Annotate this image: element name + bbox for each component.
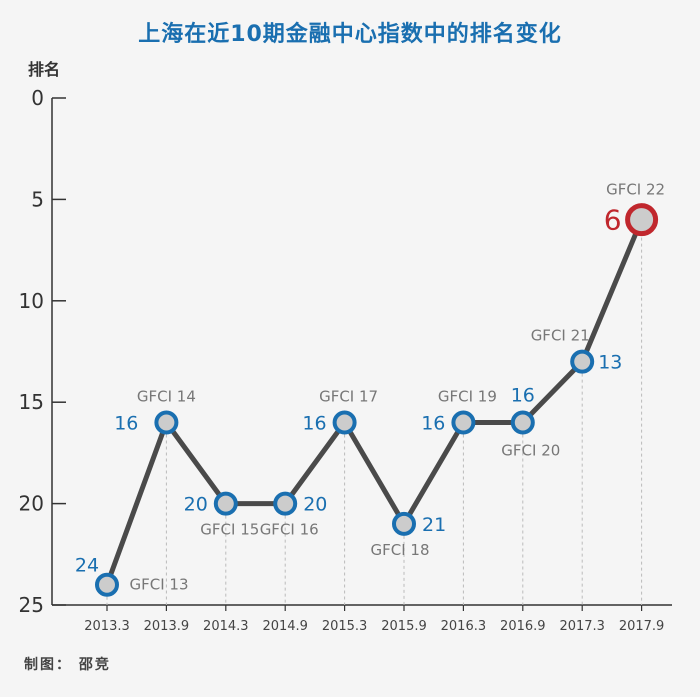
- y-tick-label: 5: [31, 187, 44, 211]
- gfci-annotation: GFCI 20: [501, 441, 560, 459]
- y-tick-label: 0: [31, 86, 44, 110]
- data-value-label: 6: [604, 204, 622, 237]
- gfci-annotation: GFCI 13: [129, 576, 188, 594]
- series-line: [104, 218, 644, 586]
- y-axis-label: 排名: [28, 60, 60, 79]
- y-tick-label: 20: [19, 492, 44, 516]
- gfci-annotation: GFCI 17: [319, 387, 378, 405]
- gfci-annotation: GFCI 18: [370, 541, 429, 559]
- x-tick-label: 2017.9: [619, 619, 665, 634]
- gfci-annotation: GFCI 16: [260, 521, 319, 539]
- data-value-label: 21: [422, 514, 446, 536]
- data-value-label: 16: [114, 412, 138, 434]
- data-point: [392, 511, 416, 536]
- x-tick-label: 2013.9: [144, 619, 190, 634]
- x-tick-label: 2015.9: [381, 619, 427, 634]
- x-tick-label: 2013.3: [84, 619, 130, 634]
- data-value-label: 20: [303, 494, 327, 516]
- x-tick-label: 2015.3: [322, 619, 368, 634]
- data-point: [510, 410, 535, 435]
- data-value-label: 20: [184, 494, 208, 516]
- x-tick-label: 2017.3: [559, 619, 605, 634]
- gfci-annotation: GFCI 14: [137, 387, 196, 405]
- data-point: [213, 491, 238, 516]
- x-tick-label: 2016.3: [441, 619, 487, 634]
- data-value-label: 16: [421, 412, 445, 434]
- data-value-label: 16: [511, 384, 535, 406]
- y-tick-label: 10: [19, 289, 44, 313]
- x-tick-label: 2014.9: [262, 619, 308, 634]
- data-point: [273, 491, 298, 516]
- data-point: [154, 410, 179, 435]
- data-point: [570, 349, 595, 374]
- gfci-annotation: GFCI 21: [531, 327, 590, 345]
- gfci-annotation: GFCI 15: [200, 521, 259, 539]
- gfci-annotation: GFCI 22: [606, 181, 665, 199]
- x-tick-label: 2016.9: [500, 619, 546, 634]
- y-tick-label: 15: [19, 390, 44, 414]
- y-tick-label: 25: [19, 593, 44, 617]
- data-point-highlight: [625, 203, 659, 237]
- chart-title: 上海在近10期金融中心指数中的排名变化: [138, 22, 562, 47]
- data-point: [95, 572, 119, 597]
- data-value-label: 24: [75, 555, 99, 577]
- data-value-label: 16: [302, 412, 326, 434]
- gfci-annotation: GFCI 19: [438, 387, 497, 405]
- data-point: [451, 410, 476, 435]
- data-value-label: 13: [598, 352, 622, 374]
- x-tick-label: 2014.3: [203, 619, 249, 634]
- chart-credit: 制图： 邵竞: [24, 657, 111, 673]
- data-point: [332, 410, 357, 435]
